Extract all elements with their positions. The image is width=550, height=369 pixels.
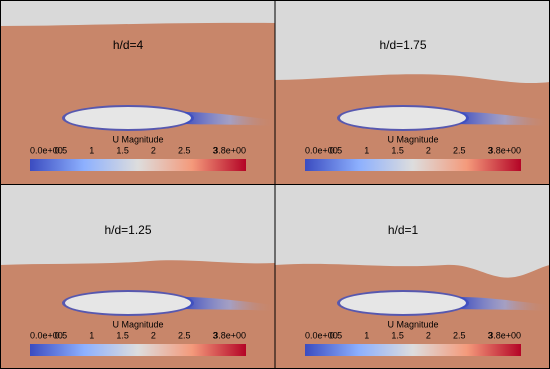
colorbar-tick-label: 3 [488,330,493,340]
colorbar-tick-label: 3 [213,330,218,340]
colorbar-tick-label: 3.8e+00 [213,330,246,340]
colorbar-tick-label: 2 [151,145,156,155]
panel-label: h/d=1.75 [379,38,426,52]
colorbar-tick-label: 3.8e+00 [213,145,246,155]
colorbar-tick-label: 1 [89,145,94,155]
colorbar-tick-label: 2.5 [453,330,466,340]
colorbar-tick-label: 0.0e+00 [30,145,63,155]
colorbar-tick-label: 0.5 [55,330,68,340]
colorbar-tick-label: 3.8e+00 [488,330,521,340]
body [65,292,191,314]
panel-label: h/d=4 [113,38,144,52]
colorbar-tick-label: 2.5 [178,145,191,155]
panel-label: h/d=1.25 [104,223,151,237]
colorbar-tick-label: 0.0e+00 [30,330,63,340]
colorbar-tick-label: 1.5 [116,330,129,340]
fluid-region [0,22,275,184]
wake [460,112,550,126]
panel: h/d=1 U Magnitude 0.0e+000.5 1 1.5 2 2.5 33.8e+… [275,185,550,369]
colorbar-tick-label: 0.0e+00 [305,145,338,155]
colorbar-tick-label: 3 [488,145,493,155]
panel: h/d=1.25 U Magnitude 0.0e+000.5 1 1.5 2 2.5 33.… [0,185,275,369]
panel-label: h/d=1 [388,223,419,237]
colorbar-tick-label: 2 [426,145,431,155]
colorbar-tick-label: 2 [151,330,156,340]
colorbar-tick-label: 3 [213,145,218,155]
colorbar-title: U Magnitude [112,319,163,329]
colorbar [305,344,521,356]
colorbar-tick-label: 1.5 [116,145,129,155]
colorbar-title: U Magnitude [387,319,438,329]
panel: h/d=4 U Magnitude 0.0e+000.5 1 1.5 2 2.5 33.8e+… [0,0,275,184]
colorbar-tick-label: 1 [89,330,94,340]
colorbar-tick-label: 0.5 [330,330,343,340]
colorbar [30,344,246,356]
colorbar-title: U Magnitude [112,134,163,144]
colorbar [305,159,521,171]
colorbar-tick-label: 2.5 [178,330,191,340]
body [65,107,191,129]
colorbar-tick-label: 3.8e+00 [488,145,521,155]
colorbar-tick-label: 0.5 [55,145,68,155]
fluid-region [275,263,550,369]
colorbar-tick-label: 1 [364,145,369,155]
wake [460,297,550,311]
panel: h/d=1.75 U Magnitude 0.0e+000.5 1 1.5 2 2.5 33.… [275,0,550,184]
colorbar-tick-label: 0.0e+00 [305,330,338,340]
body [340,107,466,129]
colorbar-tick-label: 1.5 [391,145,404,155]
wake [185,297,275,311]
body [340,292,466,314]
colorbar-tick-label: 0.5 [330,145,343,155]
colorbar-tick-label: 2 [426,330,431,340]
wake [185,112,275,126]
colorbar-tick-label: 2.5 [453,145,466,155]
colorbar [30,159,246,171]
colorbar-tick-label: 1 [364,330,369,340]
colorbar-tick-label: 1.5 [391,330,404,340]
colorbar-title: U Magnitude [387,134,438,144]
